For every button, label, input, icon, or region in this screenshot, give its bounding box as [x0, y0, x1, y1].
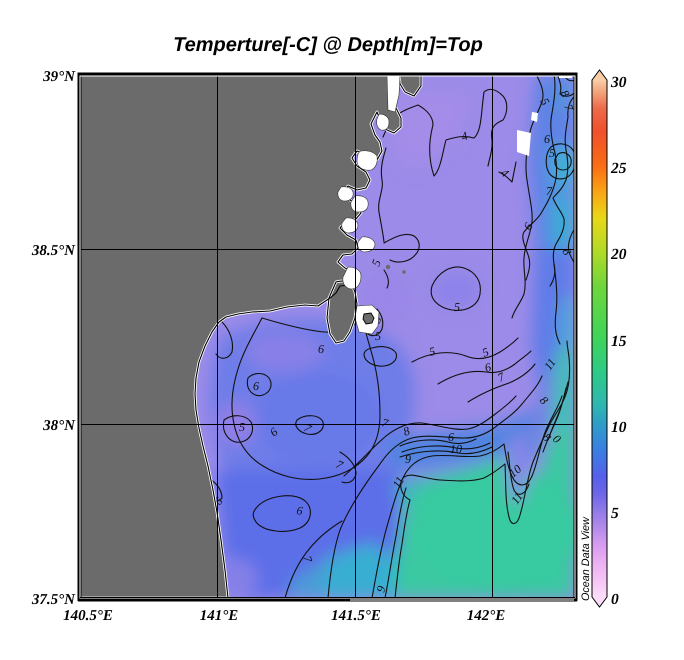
svg-text:Temperture[-C] @ Depth[m]=Top: Temperture[-C] @ Depth[m]=Top — [173, 34, 483, 56]
svg-text:6: 6 — [318, 342, 324, 356]
svg-text:140.5°E: 140.5°E — [63, 608, 113, 624]
svg-text:20: 20 — [610, 246, 627, 263]
svg-text:9: 9 — [373, 584, 388, 593]
svg-text:25: 25 — [610, 160, 627, 177]
svg-text:142°E: 142°E — [467, 608, 506, 624]
svg-text:6: 6 — [253, 379, 259, 393]
svg-text:6: 6 — [544, 132, 550, 146]
svg-text:Ocean Data View: Ocean Data View — [580, 516, 592, 601]
svg-text:39°N: 39°N — [42, 69, 76, 85]
svg-text:5: 5 — [369, 258, 384, 268]
svg-text:7: 7 — [300, 554, 315, 564]
svg-text:30: 30 — [610, 74, 627, 91]
svg-text:10: 10 — [450, 442, 462, 456]
svg-text:10: 10 — [611, 419, 627, 436]
svg-text:5: 5 — [454, 300, 460, 314]
svg-text:0: 0 — [611, 591, 619, 608]
svg-text:7: 7 — [380, 415, 390, 430]
svg-text:6: 6 — [295, 503, 303, 518]
svg-text:7: 7 — [561, 102, 577, 113]
svg-text:6: 6 — [448, 430, 454, 444]
svg-text:7: 7 — [546, 184, 553, 198]
svg-text:8: 8 — [401, 424, 411, 439]
svg-text:5: 5 — [375, 329, 381, 343]
svg-text:38.5°N: 38.5°N — [31, 243, 76, 259]
svg-text:6: 6 — [483, 360, 492, 375]
svg-text:4: 4 — [459, 129, 469, 144]
svg-text:5: 5 — [480, 345, 490, 360]
svg-text:37.5°N: 37.5°N — [31, 592, 76, 608]
svg-text:15: 15 — [611, 333, 627, 350]
svg-text:38°N: 38°N — [42, 418, 76, 434]
svg-text:9: 9 — [405, 452, 411, 466]
svg-text:5: 5 — [428, 344, 437, 359]
svg-text:141.5°E: 141.5°E — [331, 608, 381, 624]
svg-text:5: 5 — [611, 505, 619, 522]
svg-text:5: 5 — [549, 146, 555, 160]
svg-text:141°E: 141°E — [200, 608, 239, 624]
svg-text:5: 5 — [239, 420, 245, 434]
